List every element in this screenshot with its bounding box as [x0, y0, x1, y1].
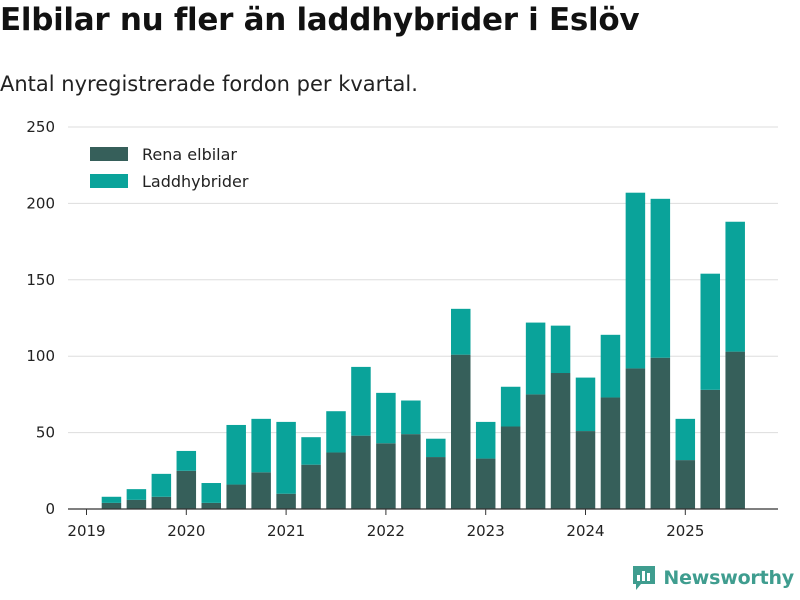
bar-elbilar: 2025 Q1 – Rena elbilar: 32	[675, 460, 696, 509]
bar-elbilar: 2024 Q4 – Rena elbilar: 99	[650, 357, 671, 509]
legend-label-laddhybrider: Laddhybrider	[142, 172, 249, 191]
bar-elbilar: 2019 Q4 – Rena elbilar: 8	[151, 496, 172, 509]
bar-elbilar: 2022 Q4 – Rena elbilar: 101	[451, 354, 471, 509]
bar-laddhybrider: 2021 Q1 – Laddhybrider: 47	[276, 421, 296, 494]
bar-elbilar: 2023 Q3 – Rena elbilar: 75	[525, 394, 546, 509]
bar-elbilar: 2020 Q3 – Rena elbilar: 16	[226, 484, 246, 509]
bar-laddhybrider: 2020 Q2 – Laddhybrider: 13	[201, 483, 221, 503]
bar-elbilar: 2020 Q4 – Rena elbilar: 24	[251, 472, 271, 509]
bar-elbilar: 2021 Q4 – Rena elbilar: 48	[351, 435, 371, 509]
y-tick-label: 150	[26, 271, 55, 289]
brand-name: Newsworthy	[663, 567, 794, 589]
legend-label-elbilar: Rena elbilar	[142, 145, 237, 164]
bar-laddhybrider: 2022 Q4 – Laddhybrider: 30	[451, 308, 471, 355]
bar-elbilar: 2021 Q2 – Rena elbilar: 29	[301, 464, 321, 509]
bar-laddhybrider: 2022 Q3 – Laddhybrider: 12	[426, 438, 446, 458]
bar-laddhybrider: 2023 Q1 – Laddhybrider: 24	[475, 421, 496, 459]
y-tick-label: 200	[26, 194, 55, 212]
bar-laddhybrider: 2024 Q4 – Laddhybrider: 104	[650, 198, 671, 358]
bar-laddhybrider: 2020 Q4 – Laddhybrider: 35	[251, 418, 271, 473]
bar-laddhybrider: 2023 Q2 – Laddhybrider: 26	[500, 386, 521, 427]
x-tick-label: 2023	[467, 522, 505, 540]
bar-laddhybrider: 2024 Q1 – Laddhybrider: 35	[575, 377, 596, 432]
bar-laddhybrider: 2025 Q2 – Laddhybrider: 76	[700, 273, 720, 390]
bar-elbilar: 2023 Q1 – Rena elbilar: 33	[475, 458, 496, 509]
bar-laddhybrider: 2024 Q2 – Laddhybrider: 41	[600, 334, 621, 398]
bar-laddhybrider: 2020 Q1 – Laddhybrider: 13	[176, 450, 197, 471]
bar-laddhybrider: 2025 Q1 – Laddhybrider: 27	[675, 418, 696, 461]
bar-laddhybrider: 2020 Q3 – Laddhybrider: 39	[226, 424, 246, 485]
bar-elbilar: 2022 Q1 – Rena elbilar: 43	[376, 443, 396, 509]
bar-elbilar: 2024 Q1 – Rena elbilar: 51	[575, 431, 596, 509]
bar-elbilar: 2021 Q3 – Rena elbilar: 37	[326, 452, 346, 509]
bar-laddhybrider: 2022 Q1 – Laddhybrider: 33	[376, 392, 396, 444]
bar-elbilar: 2020 Q1 – Rena elbilar: 25	[176, 470, 197, 509]
brand-logo[interactable]: Newsworthy	[631, 564, 794, 592]
bar-laddhybrider: 2021 Q2 – Laddhybrider: 18	[301, 437, 321, 465]
bar-elbilar: 2022 Q2 – Rena elbilar: 49	[401, 434, 421, 509]
legend-swatch-elbilar	[90, 147, 128, 161]
chart-title: Elbilar nu fler än laddhybrider i Eslöv	[0, 2, 640, 38]
chart-subtitle: Antal nyregistrerade fordon per kvartal.	[0, 72, 418, 96]
x-tick-label: 2021	[267, 522, 305, 540]
y-tick-label: 250	[26, 118, 55, 136]
newsworthy-logo-icon	[633, 566, 656, 590]
bar-laddhybrider: 2024 Q3 – Laddhybrider: 115	[625, 192, 646, 369]
bar-elbilar: 2025 Q2 – Rena elbilar: 78	[700, 389, 720, 509]
y-tick-label: 50	[36, 424, 55, 442]
bar-laddhybrider: 2023 Q4 – Laddhybrider: 31	[550, 325, 571, 374]
bar-laddhybrider: 2025 Q3 – Laddhybrider: 85	[725, 221, 745, 352]
bar-elbilar: 2025 Q3 – Rena elbilar: 103	[725, 351, 745, 509]
y-tick-label: 0	[45, 500, 55, 518]
x-tick-label: 2024	[566, 522, 604, 540]
bar-laddhybrider: 2019 Q3 – Laddhybrider: 7	[126, 489, 147, 500]
x-tick-label: 2025	[666, 522, 704, 540]
bar-elbilar: 2019 Q3 – Rena elbilar: 6	[126, 499, 147, 509]
bar-laddhybrider: 2019 Q2 – Laddhybrider: 4	[101, 496, 122, 503]
bar-elbilar: 2021 Q1 – Rena elbilar: 10	[276, 493, 296, 509]
bar-elbilar: 2024 Q3 – Rena elbilar: 92	[625, 368, 646, 509]
bar-laddhybrider: 2023 Q3 – Laddhybrider: 47	[525, 322, 546, 395]
bar-laddhybrider: 2021 Q3 – Laddhybrider: 27	[326, 411, 346, 453]
x-tick-label: 2020	[167, 522, 205, 540]
bar-elbilar: 2022 Q3 – Rena elbilar: 34	[426, 457, 446, 509]
bar-laddhybrider: 2019 Q4 – Laddhybrider: 15	[151, 473, 172, 497]
bar-laddhybrider: 2022 Q2 – Laddhybrider: 22	[401, 400, 421, 435]
y-tick-label: 100	[26, 347, 55, 365]
bar-elbilar: 2019 Q2 – Rena elbilar: 4	[101, 502, 122, 509]
bar-elbilar: 2023 Q2 – Rena elbilar: 54	[500, 426, 521, 509]
bar-elbilar: 2023 Q4 – Rena elbilar: 89	[550, 373, 571, 509]
bar-elbilar: 2020 Q2 – Rena elbilar: 4	[201, 502, 221, 509]
bar-elbilar: 2024 Q2 – Rena elbilar: 73	[600, 397, 621, 509]
legend-swatch-laddhybrider	[90, 174, 128, 188]
x-tick-label: 2019	[67, 522, 105, 540]
bar-laddhybrider: 2021 Q4 – Laddhybrider: 45	[351, 366, 371, 436]
x-tick-label: 2022	[367, 522, 405, 540]
